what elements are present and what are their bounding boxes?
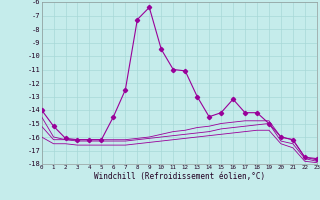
X-axis label: Windchill (Refroidissement éolien,°C): Windchill (Refroidissement éolien,°C) <box>94 172 265 181</box>
